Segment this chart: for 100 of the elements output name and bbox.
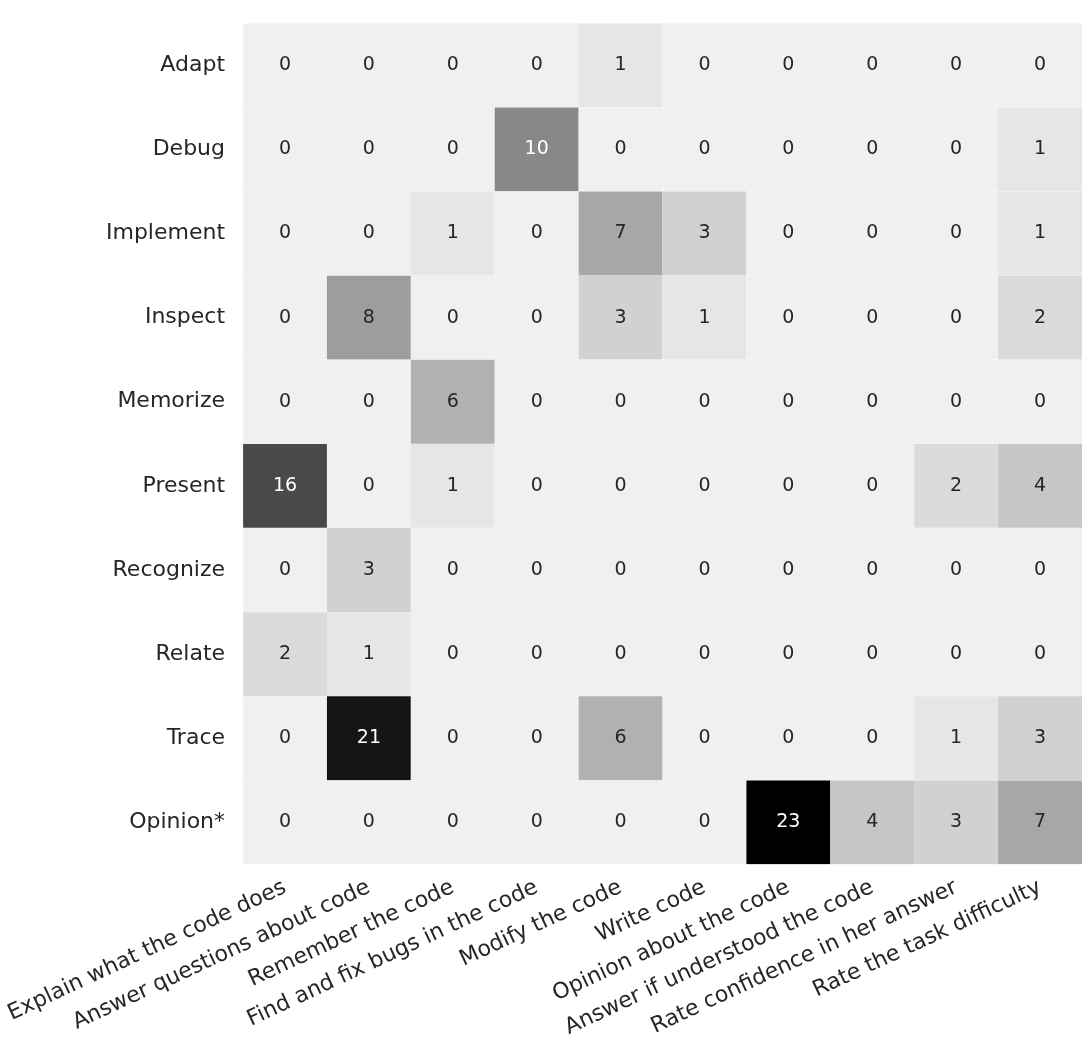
data-label: 0 xyxy=(362,136,375,159)
y-tick-label: Implement xyxy=(105,219,226,245)
data-label: 0 xyxy=(614,556,627,579)
data-label: 0 xyxy=(698,641,711,664)
y-tick-label: Trace xyxy=(165,724,226,749)
data-label: 0 xyxy=(530,809,543,832)
data-label: 0 xyxy=(782,725,795,748)
data-label: 6 xyxy=(446,388,459,411)
data-label: 0 xyxy=(614,641,627,664)
data-label: 0 xyxy=(866,388,879,411)
data-label: 0 xyxy=(446,725,459,748)
data-label: 0 xyxy=(530,556,543,579)
data-label: 0 xyxy=(278,52,292,75)
data-label: 0 xyxy=(362,388,375,411)
data-label: 0 xyxy=(278,220,292,243)
data-label: 3 xyxy=(614,304,627,327)
data-label: 3 xyxy=(950,809,963,832)
data-label: 0 xyxy=(698,556,711,579)
data-label: 0 xyxy=(362,472,375,495)
y-tick-label: Debug xyxy=(152,135,226,161)
data-label: 0 xyxy=(950,304,963,327)
data-label: 0 xyxy=(866,220,879,243)
data-label: 0 xyxy=(950,136,963,159)
data-label: 4 xyxy=(866,809,879,832)
data-label: 3 xyxy=(698,220,711,243)
data-label: 0 xyxy=(446,304,459,327)
data-label: 0 xyxy=(446,809,459,832)
data-label: 0 xyxy=(614,472,627,495)
data-label: 0 xyxy=(782,388,795,411)
data-label: 8 xyxy=(362,304,375,327)
data-label: 7 xyxy=(614,220,627,243)
data-label: 0 xyxy=(866,725,879,748)
data-label: 0 xyxy=(950,641,963,664)
data-label: 0 xyxy=(446,641,459,664)
data-label: 0 xyxy=(614,136,627,159)
data-label: 0 xyxy=(1034,388,1047,411)
data-label: 2 xyxy=(278,641,292,664)
data-label: 0 xyxy=(698,809,711,832)
data-label: 0 xyxy=(278,304,292,327)
data-label: 0 xyxy=(866,136,879,159)
data-label: 23 xyxy=(776,809,801,832)
data-label: 0 xyxy=(446,52,459,75)
data-label: 4 xyxy=(1034,472,1047,495)
data-label: 0 xyxy=(950,52,963,75)
data-label: 6 xyxy=(614,725,627,748)
y-tick-label: Relate xyxy=(155,639,226,665)
data-label: 0 xyxy=(950,556,963,579)
data-label: 0 xyxy=(698,388,711,411)
data-label: 0 xyxy=(530,388,543,411)
data-label: 0 xyxy=(950,388,963,411)
data-label: 0 xyxy=(698,52,711,75)
data-label: 0 xyxy=(362,809,375,832)
data-label: 0 xyxy=(782,304,795,327)
y-tick-label: Present xyxy=(142,471,226,497)
data-label: 0 xyxy=(782,472,795,495)
y-tick-label: Adapt xyxy=(160,50,226,76)
data-label: 0 xyxy=(446,556,459,579)
data-label: 1 xyxy=(446,472,459,495)
data-label: 0 xyxy=(278,725,292,748)
data-label: 0 xyxy=(278,388,292,411)
data-label: 0 xyxy=(530,220,543,243)
data-label: 0 xyxy=(614,809,627,832)
data-label: 21 xyxy=(356,725,381,748)
data-label: 0 xyxy=(866,472,879,495)
data-label: 0 xyxy=(362,220,375,243)
data-label: 0 xyxy=(362,52,375,75)
y-tick-label: Recognize xyxy=(112,555,226,581)
data-label: 1 xyxy=(362,641,375,664)
data-label: 0 xyxy=(278,136,292,159)
data-label: 0 xyxy=(782,556,795,579)
data-label: 0 xyxy=(530,725,543,748)
y-tick-label: Memorize xyxy=(117,387,226,413)
data-label: 0 xyxy=(446,136,459,159)
data-label: 0 xyxy=(1034,556,1047,579)
data-label: 7 xyxy=(1034,809,1047,832)
data-label: 0 xyxy=(1034,641,1047,664)
data-label: 3 xyxy=(1034,725,1047,748)
data-label: 2 xyxy=(950,472,963,495)
data-label: 3 xyxy=(362,556,375,579)
data-label: 0 xyxy=(866,641,879,664)
data-label: 0 xyxy=(698,136,711,159)
data-label: 1 xyxy=(950,725,963,748)
data-label: 16 xyxy=(272,472,298,495)
data-label: 0 xyxy=(782,52,795,75)
y-tick-label: Opinion* xyxy=(129,808,226,834)
data-label: 0 xyxy=(530,472,543,495)
data-label: 0 xyxy=(530,641,543,664)
data-label: 10 xyxy=(524,136,549,159)
data-label: 1 xyxy=(1034,136,1047,159)
data-label: 1 xyxy=(446,220,459,243)
data-label: 0 xyxy=(698,725,711,748)
data-label: 0 xyxy=(698,472,711,495)
data-label: 0 xyxy=(278,556,292,579)
data-label: 0 xyxy=(530,304,543,327)
data-label: 0 xyxy=(1034,52,1047,75)
data-label: 1 xyxy=(1034,220,1047,243)
data-label: 0 xyxy=(278,809,292,832)
y-tick-label: Inspect xyxy=(144,303,226,329)
data-label: 0 xyxy=(530,52,543,75)
data-label: 1 xyxy=(614,52,627,75)
